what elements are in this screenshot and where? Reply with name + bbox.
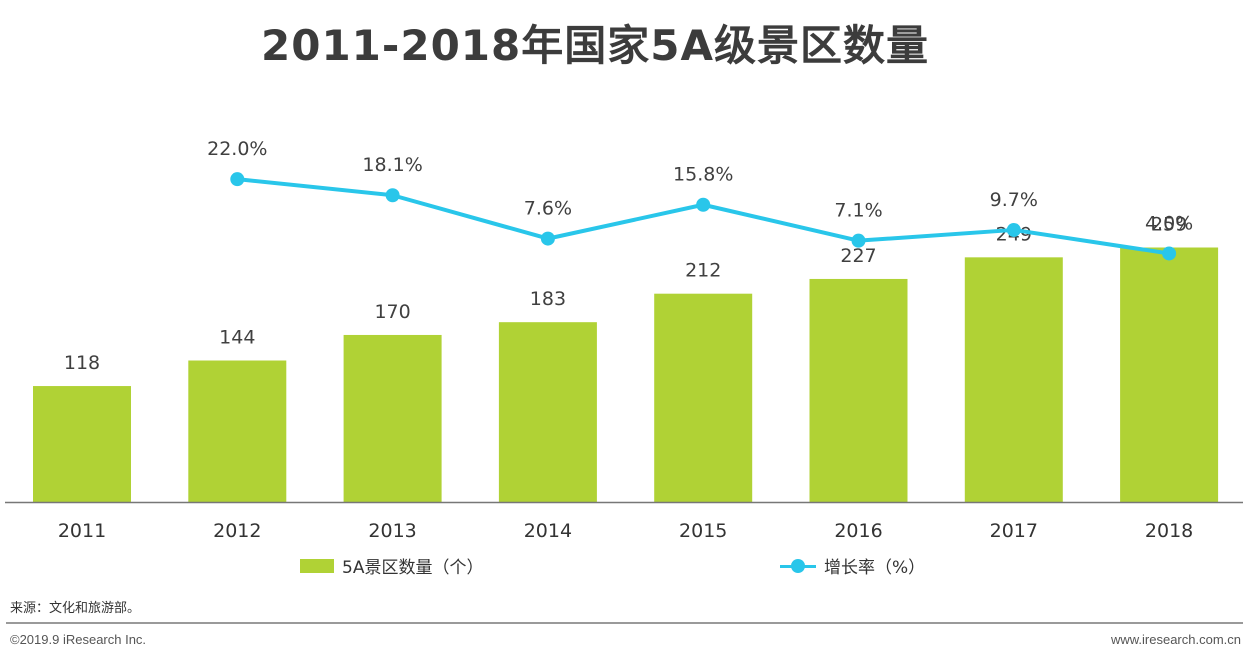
growth-rate-point-2015	[696, 197, 711, 212]
x-tick-label-2014: 2014	[524, 520, 572, 542]
growth-rate-point-2012	[230, 172, 245, 187]
growth-rate-point-2013	[385, 188, 400, 203]
x-tick-label-2017: 2017	[990, 520, 1038, 542]
growth-rate-label-2012: 22.0%	[207, 138, 267, 160]
legend-bar-swatch	[300, 558, 334, 573]
x-tick-label-2012: 2012	[213, 520, 261, 542]
legend: 5A景区数量（个） 增长率（%）	[0, 553, 1249, 579]
website: www.iresearch.com.cn	[1110, 632, 1241, 647]
bar-value-label-2012: 144	[219, 327, 255, 349]
bar-2015	[654, 293, 753, 502]
x-tick-label-2018: 2018	[1145, 520, 1193, 542]
bar-2016	[809, 278, 908, 502]
legend-line-swatch	[780, 558, 816, 573]
growth-rate-point-2017	[1006, 222, 1021, 237]
growth-rate-label-2013: 18.1%	[362, 154, 422, 176]
growth-rate-label-2016: 7.1%	[834, 200, 882, 222]
legend-bar-label: 5A景区数量（个）	[342, 558, 484, 578]
growth-rate-point-2016	[851, 233, 866, 248]
legend-line-label: 增长率（%）	[824, 558, 926, 578]
x-tick-label-2013: 2013	[368, 520, 416, 542]
growth-rate-label-2014: 7.6%	[524, 198, 572, 220]
chart-title: 2011-2018年国家5A级景区数量	[261, 21, 929, 70]
legend-item-bar: 5A景区数量（个）	[300, 553, 483, 578]
copyright: ©2019.9 iResearch Inc.	[10, 632, 147, 647]
growth-rate-point-2014	[540, 231, 555, 246]
x-tick-label-2015: 2015	[679, 520, 727, 542]
bar-2013	[343, 334, 442, 502]
legend-line-marker	[791, 558, 805, 573]
footer-divider	[6, 622, 1243, 624]
bar-value-label-2015: 212	[685, 260, 721, 282]
bar-2012	[188, 360, 287, 502]
bar-value-label-2011: 118	[64, 352, 100, 374]
legend-item-line: 增长率（%）	[780, 553, 925, 578]
bar-2014	[498, 322, 597, 502]
growth-rate-label-2018: 4.0%	[1145, 212, 1193, 234]
bar-value-label-2016: 227	[840, 245, 876, 267]
bar-2011	[33, 386, 131, 502]
bar-value-label-2018: 259	[1151, 214, 1187, 236]
growth-rate-label-2017: 9.7%	[990, 189, 1038, 211]
bar-2017	[964, 257, 1063, 502]
bar-value-label-2014: 183	[530, 288, 566, 310]
source-note: 来源：文化和旅游部。	[10, 601, 141, 616]
x-tick-label-2016: 2016	[834, 520, 882, 542]
bar-2018	[1120, 247, 1219, 502]
growth-rate-label-2015: 15.8%	[673, 164, 733, 186]
bar-value-label-2013: 170	[374, 301, 410, 323]
growth-rate-point-2018	[1162, 246, 1177, 261]
x-tick-label-2011: 2011	[58, 520, 106, 542]
